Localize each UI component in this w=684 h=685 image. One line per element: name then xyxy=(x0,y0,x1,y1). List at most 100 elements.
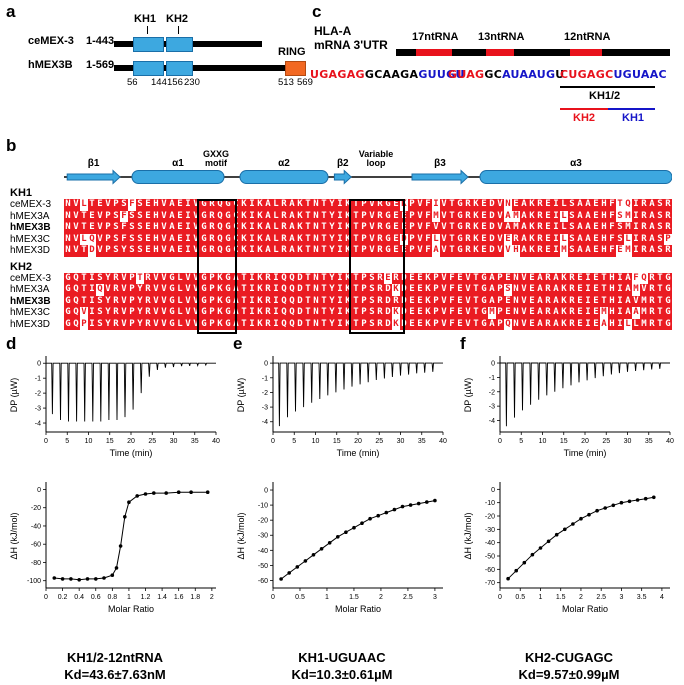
strand-β2 xyxy=(333,169,352,185)
residue: E xyxy=(416,272,424,284)
residue: F xyxy=(424,245,432,257)
kh2-binding-label: KH2 xyxy=(573,112,596,124)
residue: S xyxy=(136,199,144,211)
residue: I xyxy=(248,295,256,307)
residue: P xyxy=(208,307,216,319)
residue: E xyxy=(456,272,464,284)
residue: P xyxy=(496,318,504,330)
residue: R xyxy=(640,222,648,234)
residue: V xyxy=(368,222,376,234)
residue: D xyxy=(384,284,392,296)
residue: V xyxy=(120,307,128,319)
svg-text:-4: -4 xyxy=(489,418,495,425)
residue: Q xyxy=(288,284,296,296)
svg-text:0: 0 xyxy=(271,594,275,601)
residue: S xyxy=(568,222,576,234)
residue: V xyxy=(520,295,528,307)
residue: A xyxy=(584,199,592,211)
residue: S xyxy=(568,233,576,245)
residue: T xyxy=(352,245,360,257)
residue: F xyxy=(608,245,616,257)
residue: T xyxy=(136,272,144,284)
residue: V xyxy=(416,233,424,245)
residue: Q xyxy=(96,284,104,296)
sequence-name: hMEX3C xyxy=(10,233,51,245)
residue: D xyxy=(384,307,392,319)
residue: R xyxy=(568,272,576,284)
residue: L xyxy=(80,199,88,211)
residue: K xyxy=(424,307,432,319)
residue: Q xyxy=(216,210,224,222)
residue: A xyxy=(536,295,544,307)
residue: I xyxy=(272,295,280,307)
residue: E xyxy=(528,272,536,284)
svg-text:1: 1 xyxy=(127,594,131,601)
residue: I xyxy=(248,210,256,222)
residue: N xyxy=(512,307,520,319)
residue: V xyxy=(464,272,472,284)
residue: L xyxy=(272,210,280,222)
residue: V xyxy=(96,233,104,245)
residue: G xyxy=(480,295,488,307)
residue: A xyxy=(264,222,272,234)
residue: S xyxy=(112,245,120,257)
residue: A xyxy=(576,233,584,245)
residue: R xyxy=(144,295,152,307)
residue: E xyxy=(144,199,152,211)
residue: K xyxy=(344,318,352,330)
residue: E xyxy=(544,245,552,257)
residue: R xyxy=(568,295,576,307)
residue: A xyxy=(576,245,584,257)
residue: K xyxy=(296,233,304,245)
residue: H xyxy=(152,245,160,257)
fragment-label-17nt: 17ntRNA xyxy=(412,31,459,43)
residue: T xyxy=(656,307,664,319)
residue: T xyxy=(304,199,312,211)
svg-text:35: 35 xyxy=(645,438,653,445)
residue: M xyxy=(488,307,496,319)
residue: P xyxy=(360,272,368,284)
residue: K xyxy=(256,210,264,222)
residue: R xyxy=(376,272,384,284)
residue: A xyxy=(520,199,528,211)
residue: L xyxy=(176,307,184,319)
svg-text:GXXG: GXXG xyxy=(203,150,229,159)
svg-text:35: 35 xyxy=(418,438,426,445)
residue: E xyxy=(592,272,600,284)
residue: Q xyxy=(216,233,224,245)
residue: Y xyxy=(104,307,112,319)
residue: G xyxy=(200,318,208,330)
residue: R xyxy=(544,307,552,319)
residue: R xyxy=(264,284,272,296)
residue: G xyxy=(224,245,232,257)
residue: E xyxy=(576,284,584,296)
residue: V xyxy=(120,272,128,284)
residue: R xyxy=(280,245,288,257)
residue: I xyxy=(248,272,256,284)
residue: A xyxy=(520,210,528,222)
residue: A xyxy=(552,295,560,307)
residue: K xyxy=(344,295,352,307)
svg-text:ΔH (kJ/mol): ΔH (kJ/mol) xyxy=(463,512,473,559)
residue: H xyxy=(608,272,616,284)
residue: A xyxy=(504,210,512,222)
residue: G xyxy=(384,199,392,211)
residue: T xyxy=(304,222,312,234)
residue: V xyxy=(152,284,160,296)
residue: V xyxy=(152,318,160,330)
residue: E xyxy=(528,284,536,296)
residue: R xyxy=(464,233,472,245)
residue: V xyxy=(504,245,512,257)
residue: A xyxy=(536,318,544,330)
residue: V xyxy=(160,295,168,307)
residue: E xyxy=(504,272,512,284)
residue: I xyxy=(248,199,256,211)
residue: V xyxy=(192,210,200,222)
residue: V xyxy=(368,233,376,245)
fragment-segment-12nt xyxy=(570,49,602,56)
residue: R xyxy=(536,233,544,245)
residue: F xyxy=(632,272,640,284)
